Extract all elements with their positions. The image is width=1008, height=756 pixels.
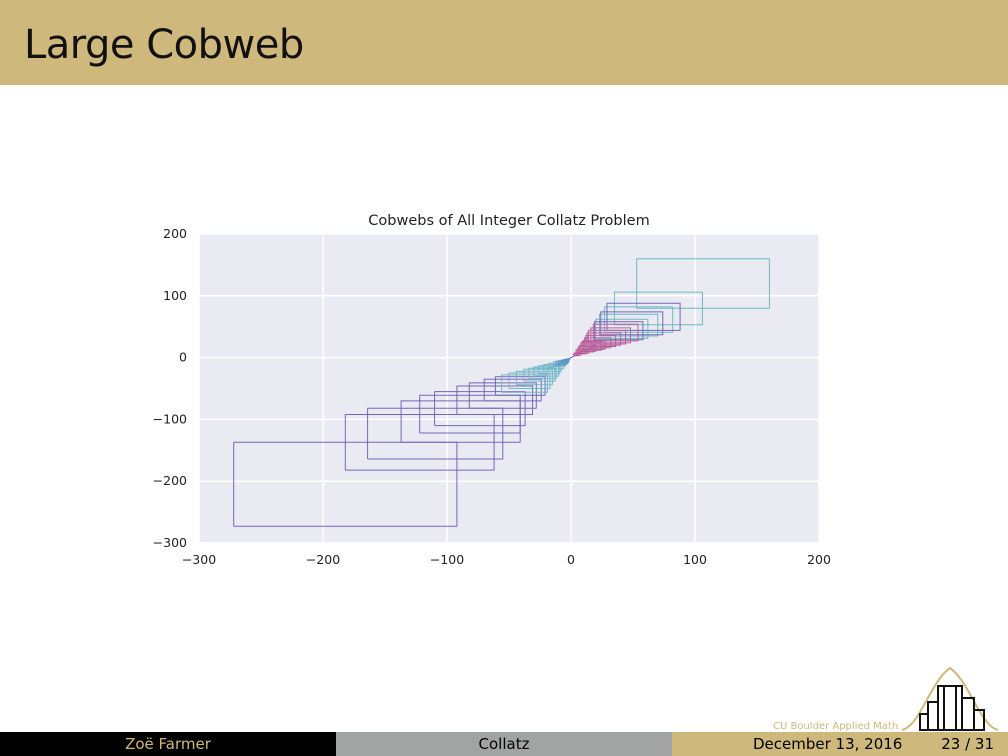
- cobweb-path: [604, 306, 674, 333]
- y-tick-label: 100: [163, 288, 187, 303]
- footer-page-number: 23 / 31: [941, 735, 994, 753]
- cobweb-path: [600, 311, 664, 336]
- x-tick-label: −300: [182, 552, 216, 567]
- cobweb-path: [468, 382, 537, 409]
- y-tick-label: −300: [153, 535, 187, 550]
- y-tick-label: −200: [153, 473, 187, 488]
- x-tick-label: 100: [683, 552, 707, 567]
- title-bar: [0, 0, 1008, 85]
- cobweb-path: [508, 372, 551, 389]
- cobweb-path: [565, 358, 571, 361]
- cu-logo-icon: [901, 666, 999, 731]
- x-tick-label: 200: [807, 552, 831, 567]
- institution-text: CU Boulder Applied Math: [773, 721, 899, 732]
- cobweb-path: [579, 344, 597, 352]
- cobweb-path: [533, 366, 560, 377]
- cobweb-path: [553, 361, 566, 367]
- cobweb-chart: Cobwebs of All Integer Collatz Problem −3…: [153, 213, 831, 567]
- cobweb-path: [434, 391, 526, 427]
- footer-topic: Collatz: [336, 732, 672, 756]
- footer-date: December 13, 2016: [753, 735, 903, 753]
- cobweb-path: [592, 323, 639, 342]
- cobweb-path: [494, 376, 546, 396]
- x-tick-label: −200: [306, 552, 340, 567]
- cobweb-path: [636, 258, 770, 309]
- cobweb-path: [528, 367, 557, 380]
- cobweb-path: [573, 353, 579, 357]
- cobweb-path: [501, 374, 548, 393]
- cobweb-path: [586, 332, 622, 346]
- slide-title: Large Cobweb: [24, 22, 304, 68]
- x-tick-label: −100: [430, 552, 464, 567]
- cobweb-path: [563, 359, 569, 362]
- chart-title: Cobwebs of All Integer Collatz Problem: [368, 213, 649, 229]
- footer-right: December 13, 2016 23 / 31: [672, 732, 1008, 756]
- cobweb-path: [548, 362, 565, 370]
- cobweb-path: [558, 360, 568, 365]
- x-tick-label: 0: [567, 552, 575, 567]
- footer: Zoë Farmer Collatz December 13, 2016 23 …: [0, 732, 1008, 756]
- y-tick-label: −100: [153, 411, 187, 426]
- cobweb-path: [523, 368, 556, 382]
- y-tick-label: 0: [179, 350, 187, 365]
- cobweb-path: [543, 363, 562, 372]
- cobweb-path: [456, 385, 534, 415]
- y-tick-label: 200: [163, 226, 187, 241]
- cobweb-path: [575, 349, 587, 355]
- cobweb-path: [538, 365, 561, 375]
- cobweb-path: [483, 378, 542, 402]
- footer-author: Zoë Farmer: [0, 732, 336, 756]
